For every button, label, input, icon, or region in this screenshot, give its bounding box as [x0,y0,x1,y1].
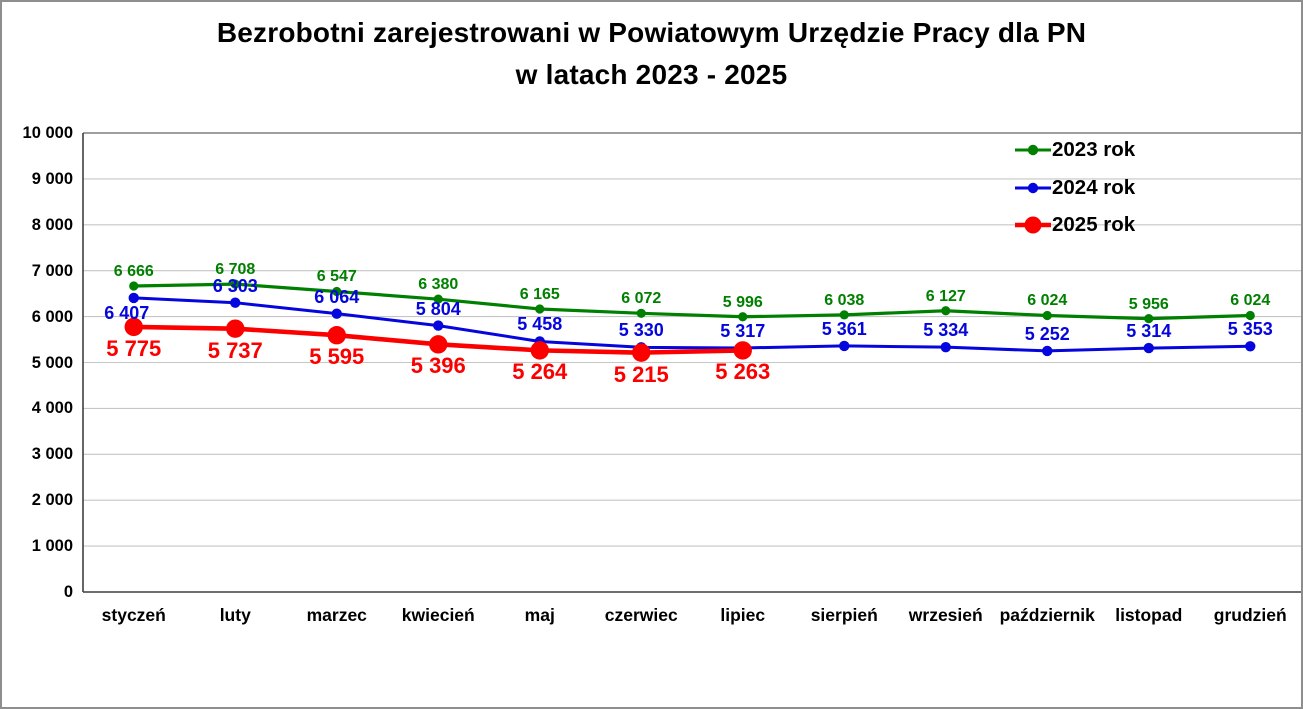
series-line-2024-rok [132,296,1252,353]
data-point-label: 6 038 [824,291,865,309]
data-point-label: 5 595 [309,344,365,370]
data-point-label: 6 165 [519,286,560,304]
data-point-marker [331,308,342,319]
data-point-marker [535,304,545,314]
chart-title: Bezrobotni zarejestrowani w Powiatowym U… [2,12,1301,96]
legend-label: 2024 rok [1052,175,1136,199]
data-point-marker [128,292,139,304]
y-axis-tick-label: 6 000 [31,307,73,326]
data-point-label: 6 547 [316,268,357,286]
x-axis-tick-label: wrzesień [908,605,983,625]
data-point-marker [429,335,448,354]
data-point-marker [839,310,849,320]
data-point-label: 5 458 [517,314,563,335]
data-point-marker [530,341,549,360]
x-axis-tick-label: sierpień [810,605,878,625]
x-axis-tick-label: luty [219,605,251,625]
data-point-label: 5 215 [613,361,669,387]
data-point-marker [1042,310,1052,321]
x-axis-tick-label: październik [999,605,1095,625]
data-point-label: 5 330 [618,320,664,341]
legend-label: 2025 rok [1052,213,1136,236]
data-point-label: 5 804 [415,298,461,319]
data-point-label: 5 334 [923,320,969,341]
x-axis-tick-label: kwiecień [401,605,475,625]
data-point-label: 5 264 [512,359,568,385]
y-axis-tick-label: 8 000 [31,215,73,234]
data-point-marker [124,317,143,337]
data-point-label: 6 708 [215,261,256,279]
data-point-label: 5 996 [722,293,763,311]
y-axis-tick-label: 9 000 [31,169,73,188]
y-axis-tick-label: 1 000 [31,537,73,556]
y-axis-tick-label: 0 [63,583,73,601]
data-point-marker [230,297,241,308]
y-axis-tick-label: 5 000 [31,353,73,372]
x-axis-tick-label: lipiec [720,605,766,625]
x-axis-tick-label: marzec [306,605,367,625]
data-point-label: 6 303 [212,275,258,296]
data-point-label: 6 064 [314,286,360,307]
x-axis-tick-label: styczeń [101,605,166,625]
data-point-marker [226,319,245,338]
legend-item-2025: 2025 rok [1014,210,1135,240]
data-point-label: 5 317 [720,320,766,341]
legend-item-2024: 2024 rok [1014,173,1135,203]
data-point-marker [839,340,850,352]
data-point-label: 6 024 [1230,292,1271,310]
data-point-label: 6 127 [925,287,966,305]
x-axis-tick-label: czerwiec [604,605,678,625]
data-point-label: 5 263 [715,359,771,385]
data-point-label: 5 396 [410,353,466,379]
y-axis-tick-label: 2 000 [31,491,73,510]
data-point-marker [230,279,240,289]
data-point-marker [129,281,139,291]
data-point-marker [738,312,748,322]
series-line-2023-rok [132,282,1252,321]
data-point-label: 5 775 [106,335,162,361]
data-point-label: 5 252 [1024,323,1070,344]
data-point-label: 5 956 [1128,295,1169,313]
legend-marker-icon [1015,144,1051,156]
data-point-marker [1245,341,1256,352]
data-point-marker [433,294,443,304]
data-point-label: 6 024 [1027,292,1068,310]
data-point-label: 6 072 [621,290,662,308]
data-point-marker [1042,345,1053,357]
data-point-label: 6 407 [104,302,150,323]
y-axis-tick-label: 4 000 [31,399,73,418]
y-axis-tick-label: 10 000 [22,124,73,142]
data-point-label: 6 380 [418,276,459,294]
x-axis-tick-label: maj [524,605,555,625]
data-point-label: 5 353 [1227,319,1273,340]
data-point-marker [332,286,342,297]
data-point-marker [327,325,346,345]
data-point-label: 6 666 [113,263,154,281]
data-point-marker [636,308,646,318]
data-point-label: 5 361 [821,318,867,339]
chart-title-line1: Bezrobotni zarejestrowani w Powiatowym U… [216,17,1087,48]
data-point-marker [941,306,951,316]
x-axis-tick-label: grudzień [1213,605,1287,625]
data-point-marker [433,320,444,331]
data-point-marker [1144,314,1154,324]
legend-item-2023: 2023 rok [1014,135,1135,165]
legend-label: 2023 rok [1052,138,1136,161]
data-point-label: 5 314 [1126,321,1172,342]
chart-title-line2: w latach 2023 - 2025 [515,59,788,90]
y-axis-tick-label: 3 000 [31,445,73,464]
data-point-label: 5 737 [207,337,263,363]
x-axis-tick-label: listopad [1115,605,1183,625]
data-point-marker [940,341,951,353]
y-axis-tick-label: 7 000 [31,261,73,280]
legend-marker-icon [1015,182,1051,193]
data-point-marker [733,341,752,360]
legend-marker-icon [1015,216,1051,234]
data-point-marker [1245,310,1255,321]
data-point-marker [1143,342,1154,354]
data-point-marker [632,343,651,362]
